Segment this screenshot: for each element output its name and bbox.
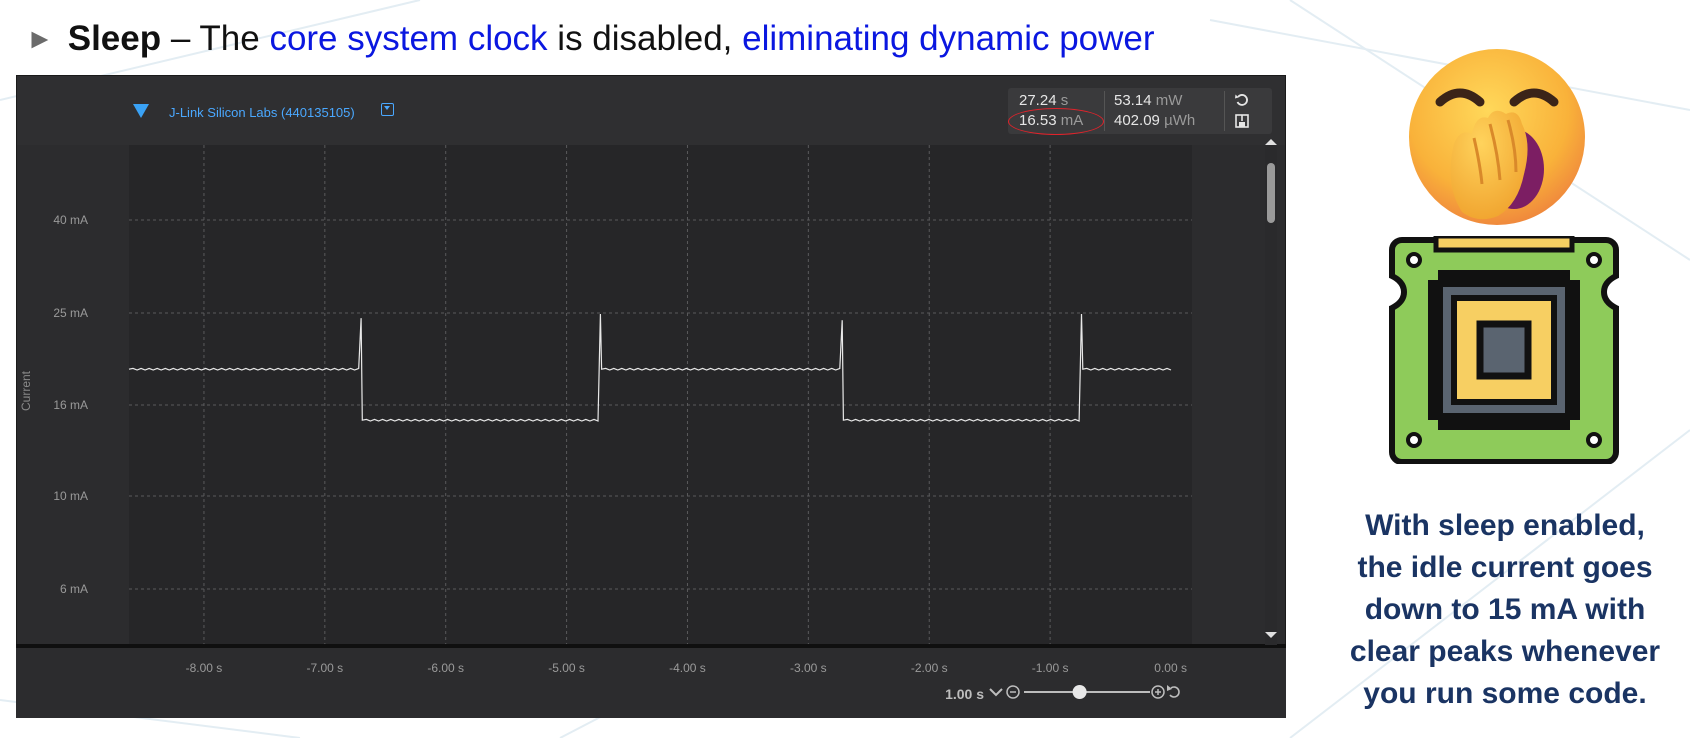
device-dropdown-icon[interactable]: [381, 103, 394, 116]
scrollbar-thumb[interactable]: [1267, 163, 1275, 223]
x-tick-label: -3.00 s: [790, 661, 827, 675]
caption-text: With sleep enabled, the idle current goe…: [1320, 505, 1690, 715]
current-trace: [128, 313, 1172, 422]
x-tick-label: -8.00 s: [186, 661, 223, 675]
x-tick-label: 0.00 s: [1154, 661, 1187, 675]
scroll-down-icon[interactable]: [1265, 632, 1277, 638]
slide-heading: ► Sleep – The core system clock is disabl…: [26, 14, 1155, 64]
save-icon[interactable]: [1234, 113, 1250, 129]
heading-text-1: – The: [161, 19, 270, 58]
heading-term: Sleep: [67, 19, 162, 58]
stat-time: 27.24 s: [1019, 92, 1069, 109]
y-tick-label: 16 mA: [53, 398, 88, 412]
stat-power: 53.14 mW: [1114, 92, 1183, 109]
caption-line: the idle current goes: [1357, 551, 1653, 584]
x-tick-label: -7.00 s: [306, 661, 343, 675]
y-tick-label: 40 mA: [53, 213, 88, 227]
stat-energy: 402.09 µWh: [1114, 112, 1196, 129]
zoom-reset-icon[interactable]: [1167, 685, 1180, 698]
device-collapse-icon[interactable]: [133, 104, 149, 118]
x-tick-label: -5.00 s: [548, 661, 585, 675]
heading-highlight-clock: core system clock: [269, 19, 548, 58]
caption-line: you run some code.: [1363, 677, 1647, 710]
zoom-slider-knob[interactable]: [1072, 685, 1087, 699]
y-axis-label: Current: [19, 370, 33, 411]
heading-highlight-power: eliminating dynamic power: [742, 19, 1155, 58]
scrollbar-track: [1265, 145, 1277, 645]
bullet-arrow-icon: ►: [26, 23, 54, 54]
plot-area: [129, 145, 1192, 645]
heading-text-2: is disabled,: [547, 19, 743, 58]
scroll-up-icon[interactable]: [1265, 139, 1277, 145]
caption-line: down to 15 mA with: [1364, 593, 1646, 626]
reset-icon[interactable]: [1234, 92, 1250, 108]
cpu-chip-icon: [1389, 236, 1619, 464]
y-tick-label: 10 mA: [53, 489, 88, 503]
current-chart[interactable]: 40 mA 25 mA 16 mA 10 mA 6 mA -8.00 s -7.00 s -…: [16, 75, 1286, 718]
yawning-face-icon: [1409, 49, 1585, 225]
y-tick-label: 6 mA: [60, 582, 88, 596]
x-tick-label: -1.00 s: [1032, 661, 1069, 675]
caption-line: clear peaks whenever: [1349, 635, 1661, 668]
zoom-level: 1.00 s: [945, 686, 984, 702]
zoom-dropdown-icon[interactable]: [989, 688, 1003, 697]
x-axis-band: [16, 644, 1286, 648]
caption-line: With sleep enabled,: [1365, 509, 1645, 542]
y-tick-label: 25 mA: [53, 306, 88, 320]
x-tick-label: -4.00 s: [669, 661, 706, 675]
zoom-in-icon[interactable]: [1151, 685, 1165, 699]
device-name[interactable]: J-Link Silicon Labs (440135105): [169, 105, 355, 120]
x-tick-label: -2.00 s: [911, 661, 948, 675]
zoom-out-icon[interactable]: [1006, 685, 1020, 699]
footer-band: [16, 648, 1286, 718]
current-highlight-ring: [1008, 108, 1104, 135]
x-tick-label: -6.00 s: [427, 661, 464, 675]
